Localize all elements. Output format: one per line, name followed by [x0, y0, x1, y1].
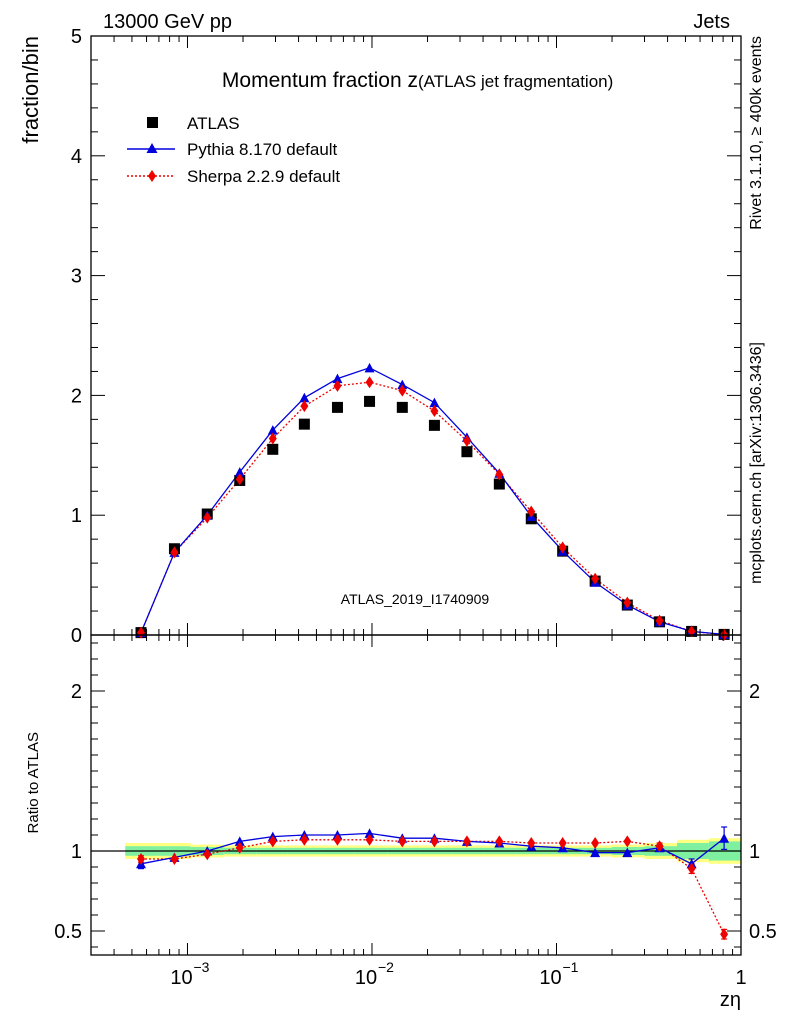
ratio-y-tick-label-right: 1 — [749, 841, 760, 863]
sherpa-ratio-point — [365, 833, 374, 846]
pythia-ratio-point — [590, 847, 601, 858]
pythia-point — [332, 373, 343, 384]
legend-sherpa-marker — [148, 170, 156, 182]
sherpa-point — [558, 541, 567, 554]
sherpa-point — [203, 511, 212, 524]
sherpa-ratio-point — [333, 833, 342, 846]
pythia-point — [234, 467, 245, 477]
rivet-label: Rivet 3.1.10, ≥ 400k events — [748, 36, 765, 230]
main-y-tick-label: 2 — [71, 385, 82, 407]
sherpa-point — [268, 432, 277, 445]
pythia-point — [364, 362, 375, 373]
chart-title-suffix: (ATLAS jet fragmentation) — [418, 72, 613, 91]
x-tick-label: 10 — [355, 967, 377, 989]
sherpa-ratio-point — [170, 853, 179, 865]
mcplots-label: mcplots.cern.ch [arXiv:1306.3436] — [748, 342, 765, 584]
pythia-ratio-point — [234, 836, 245, 846]
legend-atlas-marker — [147, 117, 158, 128]
sherpa-point — [398, 384, 407, 397]
sherpa-point — [623, 596, 632, 609]
ratio-y-axis-label: Ratio to ATLAS — [25, 732, 42, 833]
x-tick-label-exponent: −3 — [193, 959, 209, 975]
main-y-tick-label: 1 — [71, 505, 82, 527]
legend-sherpa-label: Sherpa 2.2.9 default — [187, 167, 340, 186]
legend-atlas-label: ATLAS — [187, 114, 240, 133]
legend-entry-atlas: ATLAS — [147, 114, 240, 133]
sherpa-ratio-point — [527, 837, 536, 849]
ratio-frame — [90, 634, 742, 956]
sherpa-point — [300, 400, 309, 413]
pythia-ratio-point — [719, 833, 730, 843]
ratio-y-tick-label: 1 — [71, 841, 82, 863]
sherpa-ratio-point — [235, 841, 244, 854]
sherpa-ratio-point — [623, 835, 632, 848]
sherpa-ratio-point — [655, 840, 664, 853]
x-tick-label: 10 — [170, 967, 192, 989]
sherpa-ratio-point — [495, 835, 504, 848]
atlas-data-point — [267, 443, 279, 455]
atlas-data-point — [331, 401, 343, 413]
sherpa-point — [333, 379, 342, 392]
legend-entry-sherpa: Sherpa 2.2.9 default — [127, 167, 340, 186]
atlas-data-point — [461, 446, 473, 458]
sherpa-point — [170, 546, 179, 559]
x-tick-label: 10 — [539, 967, 561, 989]
sherpa-ratio-point — [462, 835, 471, 848]
main-y-tick-label: 5 — [71, 26, 82, 48]
sherpa-ratio-point — [687, 862, 696, 875]
legend-pythia-label: Pythia 8.170 default — [187, 140, 338, 159]
legend-entry-pythia: Pythia 8.170 default — [127, 140, 338, 159]
ratio-y-tick-label-right: 0.5 — [749, 921, 777, 943]
sherpa-ratio-point — [430, 835, 439, 848]
atlas-data-point — [298, 418, 310, 430]
sherpa-point — [527, 505, 536, 518]
main-y-tick-label: 4 — [71, 146, 82, 168]
sherpa-point — [462, 434, 471, 447]
sherpa-ratio-point — [203, 848, 212, 861]
pythia-ratio-point — [364, 828, 375, 838]
main-y-axis-label: fraction/bin — [18, 36, 43, 144]
pythia-point — [267, 425, 278, 435]
ratio-y-tick-label: 2 — [71, 681, 82, 703]
atlas-data-point — [428, 419, 440, 431]
process-label: Jets — [693, 11, 730, 33]
atlas-data-point — [493, 478, 505, 490]
sherpa-ratio-point — [558, 837, 567, 849]
x-tick-label-exponent: −2 — [378, 959, 394, 975]
beam-label: 13000 GeV pp — [103, 11, 232, 33]
pythia-point — [299, 392, 310, 403]
analysis-watermark: ATLAS_2019_I1740909 — [341, 591, 490, 607]
sherpa-ratio-point — [398, 835, 407, 848]
main-plot-area: 0 1 2 3 4 5 — [71, 26, 742, 647]
chart-title: Momentum fraction z — [222, 69, 418, 92]
sherpa-point — [655, 614, 664, 627]
sherpa-point — [365, 376, 374, 389]
atlas-data-point — [396, 401, 408, 413]
x-tick-label-exponent: −1 — [562, 959, 578, 975]
atlas-data-point — [364, 395, 376, 407]
sherpa-point — [495, 468, 504, 481]
main-y-tick-label: 0 — [71, 625, 82, 647]
ratio-y-tick-label: 0.5 — [54, 921, 82, 943]
sherpa-ratio-point — [268, 835, 277, 848]
x-axis-label-text: zη — [720, 989, 741, 1011]
ratio-plot-area: 10 −3 10 −2 10 −1 10.5 0.51 12 2 — [54, 634, 777, 989]
pythia-point — [397, 379, 408, 390]
sherpa-ratio-point — [300, 833, 309, 846]
legend-pythia-marker — [146, 143, 158, 153]
sherpa-ratio-point — [720, 928, 729, 941]
pythia-ratio-point — [622, 847, 633, 858]
ratio-y-tick-label-right: 2 — [749, 681, 760, 703]
x-tick-label: 1 — [735, 967, 746, 989]
main-y-tick-label: 3 — [71, 266, 82, 288]
sherpa-point — [430, 404, 439, 417]
legend: ATLAS Pythia 8.170 default Sherpa 2.2.9 … — [127, 114, 340, 186]
x-axis-label: zη — [720, 989, 741, 1011]
sherpa-point — [591, 572, 600, 585]
sherpa-point — [235, 473, 244, 486]
sherpa-ratio-point — [137, 853, 146, 865]
sherpa-ratio-point — [591, 837, 600, 849]
pythia-point — [429, 397, 440, 408]
